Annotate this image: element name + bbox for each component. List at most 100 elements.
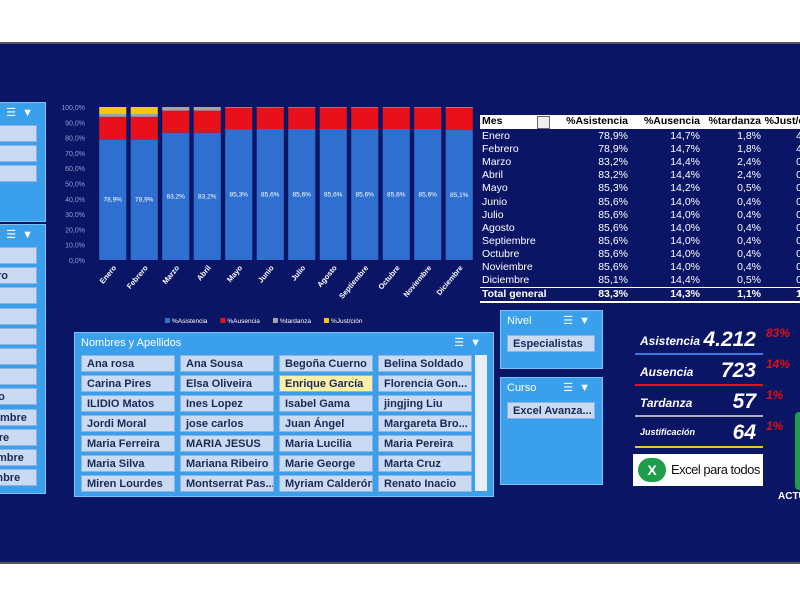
slicer-item[interactable]: Montserrat Pas...: [180, 475, 274, 492]
bar-segment: [225, 107, 253, 130]
slicer-item[interactable]: Ana Sousa: [180, 355, 274, 372]
x-tick-label: Diciembre: [435, 264, 465, 298]
kpi-value: 57: [732, 390, 756, 413]
table-cell: 1,3%: [796, 288, 800, 301]
slicer-item[interactable]: Junio: [0, 348, 37, 365]
slicer-item[interactable]: Julio: [0, 368, 37, 386]
bar-segment: [162, 107, 190, 111]
slicer-icons: ☰▼: [6, 229, 39, 241]
slicer-item[interactable]: Octubre: [0, 428, 37, 446]
x-tick-label: Noviembre: [401, 264, 433, 299]
slicer-item[interactable]: Enrique García: [279, 375, 373, 392]
table-cell: 85,6%: [598, 221, 628, 234]
slicer-item[interactable]: ILIDIO Matos: [81, 395, 175, 412]
bar-segment: [382, 107, 410, 108]
legend-swatch: [220, 318, 226, 323]
slicer-item[interactable]: Septiembre: [0, 408, 37, 426]
y-tick-label: 90,0%: [65, 120, 85, 127]
table-cell: Abril: [482, 169, 504, 182]
scrollbar[interactable]: [475, 355, 487, 491]
slicer-item[interactable]: Especialistas: [507, 335, 595, 352]
table-row: Marzo 83,2% 14,4% 2,4% 0,0%: [480, 156, 800, 169]
slicer-item[interactable]: Juan Ángel: [279, 415, 373, 432]
table-cell: 0,5%: [737, 274, 761, 287]
table-cell: 0,4%: [737, 221, 761, 234]
slicer-item[interactable]: Maria Silva: [81, 455, 175, 472]
bar-segment: [414, 129, 442, 260]
slicer-item[interactable]: Ines Lopez: [180, 395, 274, 412]
table-cell: 14,0%: [670, 195, 700, 208]
table-cell: 83,3%: [598, 288, 628, 300]
table-cell: 85,3%: [598, 182, 628, 195]
table-cell: Septiembre: [482, 234, 536, 247]
slicer-item[interactable]: Maria Lucilia: [279, 435, 373, 452]
slicer-item[interactable]: Excel Avanza...: [507, 402, 595, 419]
table-cell: Marzo: [482, 156, 512, 169]
table-cell: 0,0%: [796, 169, 800, 182]
slicer-item[interactable]: Renato Inacio: [378, 475, 472, 492]
slicer-item[interactable]: jingjing Liu: [378, 395, 472, 412]
slicer-item[interactable]: Maria Pereira: [378, 435, 472, 452]
slicer-item[interactable]: Florencia Gon...: [378, 375, 472, 392]
slicer-item[interactable]: [0, 145, 37, 162]
slicer-item[interactable]: Margareta Bro...: [378, 415, 472, 432]
y-tick-label: 60,0%: [65, 166, 85, 173]
table-row: Octubre 85,6% 14,0% 0,4% 0,0%: [480, 248, 800, 261]
slicer-item[interactable]: Mayo: [0, 327, 37, 345]
bar-segment: [99, 139, 127, 260]
slicer-item[interactable]: Jordi Moral: [81, 415, 175, 432]
update-button-label[interactable]: ACTU: [778, 491, 800, 502]
bar-segment: [225, 129, 253, 260]
excel-icon: X: [638, 458, 666, 482]
data-label: 85,6%: [324, 192, 343, 199]
slicer-item[interactable]: Agosto: [0, 388, 37, 406]
slicer-item[interactable]: MARIA JESUS: [180, 435, 274, 452]
table-cell: 0,0%: [796, 209, 800, 222]
slicer-item[interactable]: Marta Cruz: [378, 455, 472, 472]
data-label: 85,1%: [450, 192, 469, 199]
slicer-item[interactable]: Myriam Calderón: [279, 475, 373, 492]
table-cell: 14,7%: [670, 130, 700, 142]
table-cell: 0,0%: [796, 222, 800, 235]
x-tick-label: Marzo: [160, 263, 181, 286]
slicer-item[interactable]: Marzo: [0, 287, 37, 305]
table-cell: Junio: [482, 195, 508, 208]
slicer-item[interactable]: [0, 125, 37, 142]
slicer-item[interactable]: Mariana Ribeiro: [180, 455, 274, 472]
table-cell: 85,6%: [598, 261, 628, 273]
slicer-item[interactable]: Carina Pires: [81, 375, 175, 392]
slicer-item[interactable]: Maria Ferreira: [81, 435, 175, 452]
slicer-item[interactable]: Diciembre: [0, 469, 37, 487]
slicer-icons: ☰▼: [563, 382, 596, 394]
slicer-item[interactable]: Isabel Gama: [279, 395, 373, 412]
slicer-item[interactable]: Marie George: [279, 455, 373, 472]
slicer-item[interactable]: Elsa Oliveira: [180, 375, 274, 392]
bar-segment: [256, 129, 284, 260]
table-cell: 0,0%: [796, 248, 800, 261]
slicer-item[interactable]: Abril: [0, 307, 37, 325]
bar-segment: [256, 107, 284, 108]
slicer-item[interactable]: [0, 165, 37, 182]
slicer-item[interactable]: Begoña Cuerno: [279, 355, 373, 372]
filter-button[interactable]: [537, 116, 550, 129]
update-button-icon[interactable]: [795, 412, 800, 490]
slicer-item[interactable]: Belina Soldado: [378, 355, 472, 372]
slicer-icons: ☰▼: [6, 107, 39, 119]
slicer-item[interactable]: Ana rosa: [81, 355, 175, 372]
table-cell: Agosto: [482, 221, 515, 234]
bar-segment: [445, 107, 473, 130]
bar-segment: [99, 114, 127, 117]
kpi-percent: 1%: [766, 388, 784, 402]
table-cell: 85,6%: [598, 208, 628, 221]
data-label: 83,2%: [167, 193, 186, 200]
slicer-item[interactable]: jose carlos: [180, 415, 274, 432]
slicer-item[interactable]: Miren Lourdes: [81, 475, 175, 492]
x-tick-label: Febrero: [125, 263, 150, 290]
curso-slicer: Curso ☰▼ Excel Avanza...: [500, 377, 603, 485]
kpi-label: Asistencia: [640, 334, 701, 348]
slicer-item[interactable]: Noviembre: [0, 449, 37, 466]
slicer-item[interactable]: Enero: [0, 247, 37, 264]
slicer-item[interactable]: Febrero: [0, 267, 37, 285]
kpi-percent: 14%: [766, 357, 791, 371]
